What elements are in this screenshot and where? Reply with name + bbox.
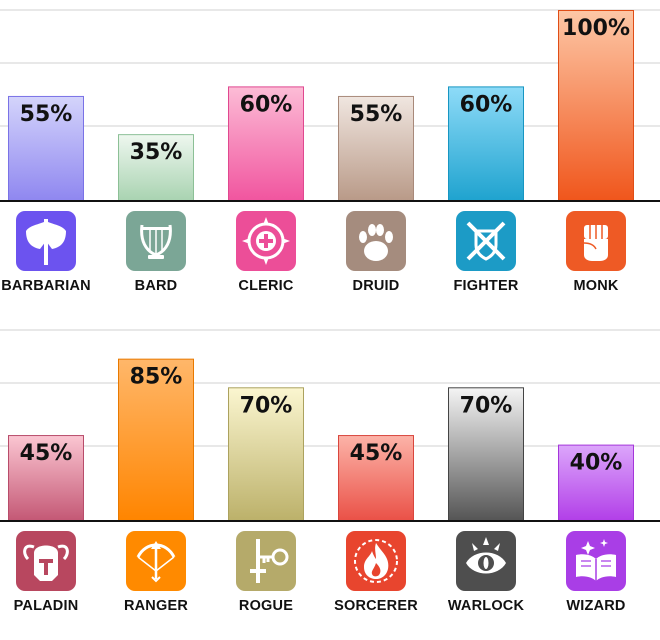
category-label-paladin: PALADIN bbox=[13, 598, 79, 614]
value-label: 100% bbox=[562, 16, 630, 41]
category-label-bard: BARD bbox=[134, 278, 178, 294]
bar-cleric bbox=[228, 86, 304, 201]
flame-icon bbox=[346, 531, 406, 591]
double-axe-icon bbox=[16, 211, 76, 271]
value-label: 45% bbox=[20, 441, 73, 466]
bar-wizard bbox=[558, 444, 634, 521]
spellbook-icon bbox=[566, 531, 626, 591]
category-label-ranger: RANGER bbox=[123, 598, 189, 614]
bar-bard bbox=[118, 134, 194, 201]
value-label: 55% bbox=[350, 102, 403, 127]
value-label: 35% bbox=[130, 140, 183, 165]
winged-helmet-icon bbox=[16, 531, 76, 591]
category-label-rogue: ROGUE bbox=[238, 598, 294, 614]
category-label-barbarian: BARBARIAN bbox=[1, 278, 91, 294]
category-label-druid: DRUID bbox=[352, 278, 400, 294]
category-label-monk: MONK bbox=[573, 278, 619, 294]
value-label: 45% bbox=[350, 441, 403, 466]
dagger-key-icon bbox=[236, 531, 296, 591]
value-label: 85% bbox=[130, 365, 183, 390]
value-label: 70% bbox=[240, 393, 293, 418]
bar-chart-top: 55% 35% 60% 55% 60% 100% bbox=[0, 9, 660, 202]
category-label-cleric: CLERIC bbox=[238, 278, 294, 294]
value-label: 60% bbox=[460, 92, 513, 117]
holy-cross-icon bbox=[236, 211, 296, 271]
value-label: 55% bbox=[20, 102, 73, 127]
bar-chart-bottom: 45% 85% 70% 45% 70% 40% bbox=[0, 329, 660, 522]
category-label-sorcerer: SORCERER bbox=[334, 598, 418, 614]
bar-barbarian bbox=[8, 95, 84, 201]
fist-icon bbox=[566, 211, 626, 271]
value-label: 60% bbox=[240, 92, 293, 117]
chart-panel-bottom: 45% 85% 70% 45% 70% 40% PALADIN RANGER ROGUE SOR… bbox=[0, 320, 660, 640]
paw-print-icon bbox=[346, 211, 406, 271]
lyre-icon bbox=[126, 211, 186, 271]
bar-ranger bbox=[118, 358, 194, 522]
category-label-fighter: FIGHTER bbox=[453, 278, 519, 294]
value-label: 40% bbox=[570, 451, 623, 476]
bow-arrow-icon bbox=[126, 531, 186, 591]
chart-panel-top: 55% 35% 60% 55% 60% 100% BARBARIAN BARD CLERIC D… bbox=[0, 9, 660, 294]
bar-druid bbox=[338, 95, 414, 201]
crossed-swords-shield-icon bbox=[456, 211, 516, 271]
bar-warlock bbox=[448, 387, 524, 521]
eye-sigil-icon bbox=[456, 531, 516, 591]
bar-sorcerer bbox=[338, 435, 414, 521]
bar-paladin bbox=[8, 435, 84, 521]
category-label-warlock: WARLOCK bbox=[447, 598, 525, 614]
category-label-wizard: WIZARD bbox=[566, 598, 626, 614]
value-label: 70% bbox=[460, 393, 513, 418]
